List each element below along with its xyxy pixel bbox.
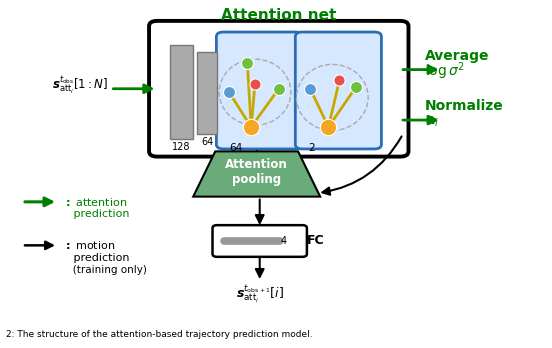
Point — [251, 81, 259, 86]
Text: Average: Average — [425, 49, 490, 63]
Point — [335, 77, 344, 83]
Text: $\boldsymbol{s}^{t_{\mathrm{obs}}}_{\mathrm{att}_i}[1:N]$: $\boldsymbol{s}^{t_{\mathrm{obs}}}_{\mat… — [51, 74, 108, 96]
Text: FC: FC — [307, 235, 325, 247]
Text: Attention net: Attention net — [221, 8, 337, 23]
Bar — [197, 52, 217, 134]
Text: 64: 64 — [229, 143, 242, 153]
Text: 64: 64 — [201, 137, 213, 147]
FancyBboxPatch shape — [216, 32, 302, 149]
FancyBboxPatch shape — [295, 32, 381, 149]
Point — [247, 124, 256, 130]
Text: $\bf{:}$ attention: $\bf{:}$ attention — [63, 196, 128, 208]
Text: 4: 4 — [281, 236, 287, 246]
Text: prediction: prediction — [63, 253, 130, 262]
Text: 2: 2 — [308, 143, 315, 153]
Point — [243, 60, 252, 65]
Point — [324, 124, 333, 130]
Point — [274, 86, 283, 92]
Text: $\boldsymbol{s}^{t_{\mathrm{obs}+1}}_{\mathrm{att}_i}[i]$: $\boldsymbol{s}^{t_{\mathrm{obs}+1}}_{\m… — [236, 283, 284, 305]
Text: $\mathbf{a}_i$: $\mathbf{a}_i$ — [425, 114, 439, 129]
Text: Normalize: Normalize — [425, 99, 504, 113]
Text: Attention
pooling: Attention pooling — [225, 158, 288, 186]
Text: $\bf{:}$ motion: $\bf{:}$ motion — [63, 239, 116, 251]
Polygon shape — [193, 151, 320, 197]
Text: $\log\sigma^2$: $\log\sigma^2$ — [425, 61, 465, 82]
Point — [225, 89, 233, 95]
Text: 128: 128 — [172, 142, 191, 152]
Point — [306, 86, 315, 92]
Text: (training only): (training only) — [63, 265, 147, 275]
FancyBboxPatch shape — [149, 21, 408, 157]
FancyBboxPatch shape — [213, 225, 307, 257]
Point — [352, 84, 360, 90]
Text: prediction: prediction — [63, 209, 130, 219]
Bar — [170, 45, 193, 139]
Text: 2: The structure of the attention-based trajectory prediction model.: 2: The structure of the attention-based … — [6, 330, 312, 339]
